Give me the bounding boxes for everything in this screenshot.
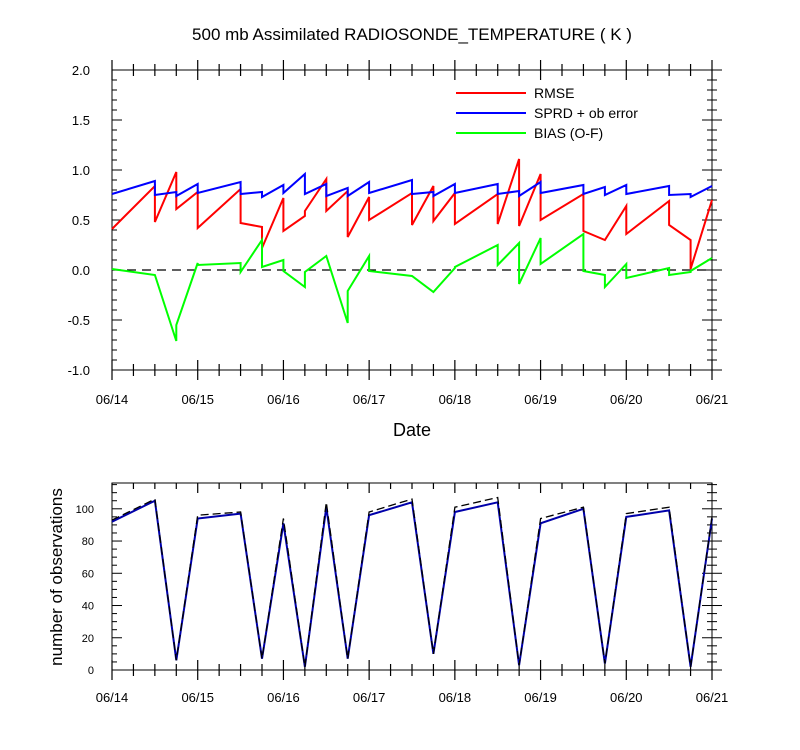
series-line-sprd-ob-error xyxy=(111,171,713,199)
x-tick-label: 06/19 xyxy=(524,392,557,407)
legend-label: SPRD + ob error xyxy=(534,105,638,121)
y-tick-label: -1.0 xyxy=(68,363,90,378)
y-tick-label: 60 xyxy=(82,568,94,580)
legend-label: RMSE xyxy=(534,85,574,101)
chart-title: 500 mb Assimilated RADIOSONDE_TEMPERATUR… xyxy=(192,25,632,44)
y-tick-label: 20 xyxy=(82,633,94,645)
legend: RMSE SPRD + ob error BIAS (O-F) xyxy=(456,85,638,141)
top-series-lines xyxy=(111,158,713,342)
bottom-panel: 06/14 06/15 06/16 06/17 06/18 06/19 06/20 06/21… xyxy=(47,482,729,705)
y-tick-label: 40 xyxy=(82,601,94,613)
x-tick-label: 06/18 xyxy=(439,690,472,705)
series-line-bias-o-f xyxy=(111,232,713,342)
y-tick-label: 0.5 xyxy=(72,213,90,228)
x-tick-label: 06/15 xyxy=(181,392,214,407)
obs-total-line xyxy=(111,496,713,667)
x-tick-label: 06/16 xyxy=(267,392,300,407)
top-ticks xyxy=(111,60,722,380)
x-tick-label: 06/14 xyxy=(96,392,129,407)
y-tick-label: 1.5 xyxy=(72,113,90,128)
x-tick-label: 06/21 xyxy=(696,392,729,407)
y-tick-label: -0.5 xyxy=(68,313,90,328)
x-tick-label: 06/17 xyxy=(353,690,386,705)
x-tick-label: 06/19 xyxy=(524,690,557,705)
y-tick-label: 1.0 xyxy=(72,163,90,178)
x-tick-label: 06/20 xyxy=(610,392,643,407)
y-tick-label: 2.0 xyxy=(72,63,90,78)
x-tick-label: 06/16 xyxy=(267,690,300,705)
x-tick-label: 06/21 xyxy=(696,690,729,705)
x-tick-label: 06/18 xyxy=(439,392,472,407)
y-axis-title-bottom: number of observations xyxy=(47,488,66,666)
x-tick-label: 06/15 xyxy=(181,690,214,705)
y-tick-label: 80 xyxy=(82,536,94,548)
legend-label: BIAS (O-F) xyxy=(534,125,603,141)
x-tick-label: 06/20 xyxy=(610,690,643,705)
bottom-series-lines xyxy=(111,496,713,667)
y-tick-label: 0.0 xyxy=(72,263,90,278)
x-tick-label: 06/14 xyxy=(96,690,129,705)
top-tick-labels: 06/14 06/15 06/16 06/17 06/18 06/19 06/20 06/21… xyxy=(68,63,729,407)
y-tick-label: 0 xyxy=(88,665,94,677)
x-tick-label: 06/17 xyxy=(353,392,386,407)
bottom-tick-labels: 06/14 06/15 06/16 06/17 06/18 06/19 06/20 06/21… xyxy=(76,504,729,705)
y-tick-label: 100 xyxy=(76,504,94,516)
top-panel: 06/14 06/15 06/16 06/17 06/18 06/19 06/20 06/21… xyxy=(68,60,729,440)
x-axis-title: Date xyxy=(393,420,431,440)
